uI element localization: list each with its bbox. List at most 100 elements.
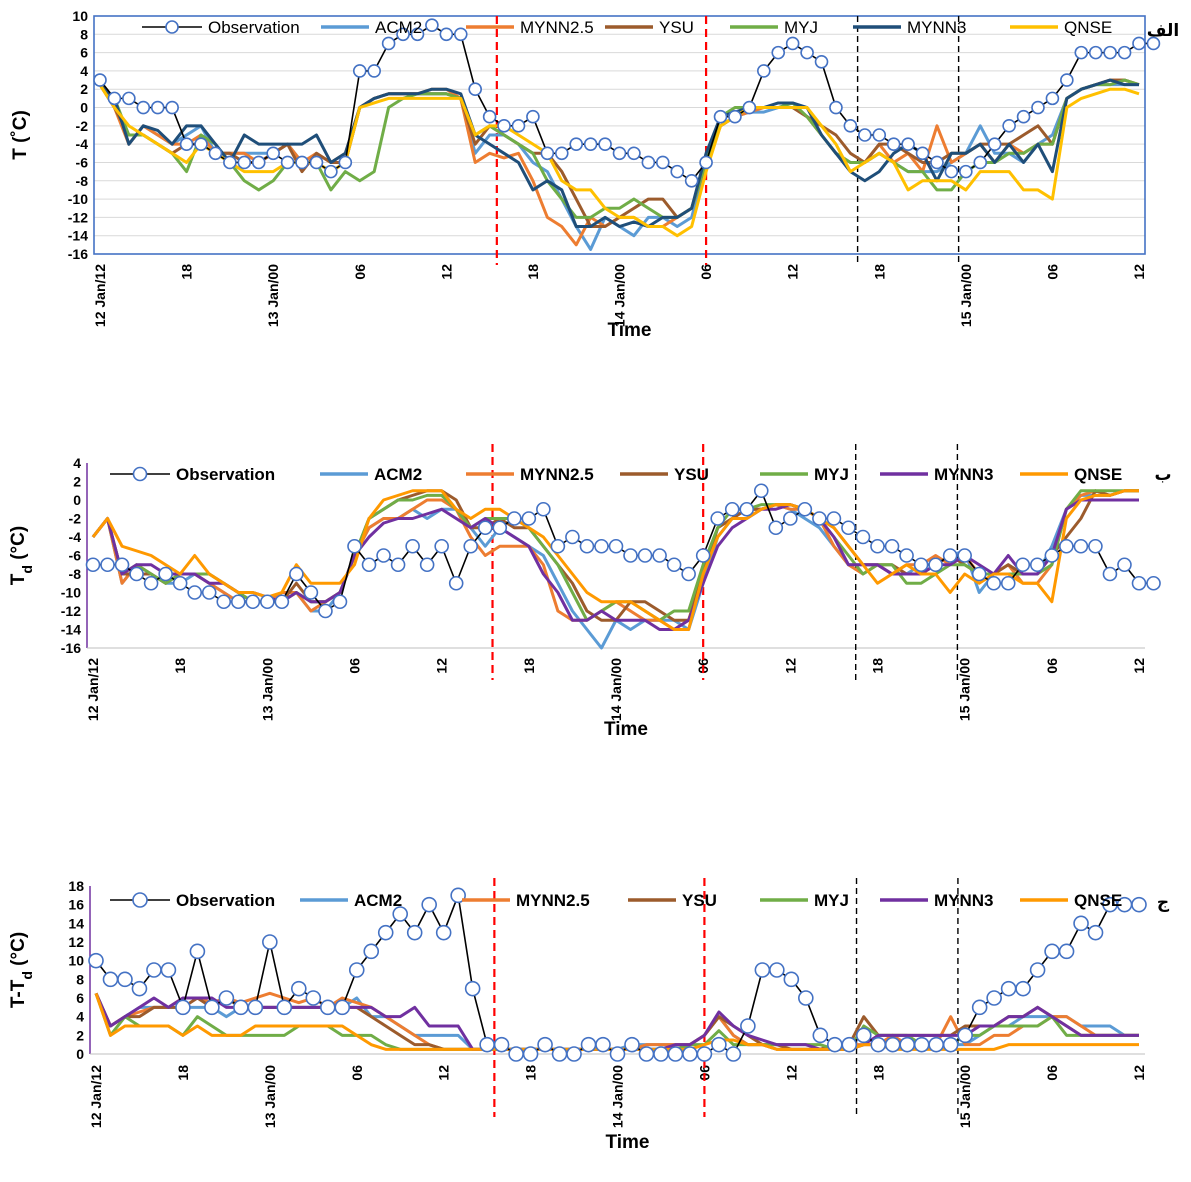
observation-point	[641, 155, 656, 170]
observation-point	[88, 952, 104, 969]
observation-point	[1146, 36, 1161, 51]
observation-point	[260, 594, 275, 610]
legend-label: MYNN2.5	[520, 465, 594, 484]
observation-point	[624, 1036, 640, 1053]
observation-point	[419, 557, 435, 573]
observation-point	[347, 538, 362, 554]
observation-point	[160, 962, 177, 978]
x-tick-label: 06	[1044, 264, 1060, 280]
observation-point	[783, 971, 800, 988]
observation-point	[769, 962, 785, 978]
series-line-qnse	[91, 489, 1139, 631]
x-tick-label: 06	[1044, 658, 1060, 674]
observation-point	[425, 18, 439, 32]
observation-point	[913, 557, 929, 573]
observation-point	[986, 990, 1002, 1006]
x-tick-label: 18	[525, 264, 541, 280]
observation-point	[309, 155, 324, 170]
observation-point	[583, 137, 598, 151]
y-axis-title: Td (°C)	[8, 526, 35, 585]
observation-point	[493, 1036, 510, 1053]
observation-point	[1015, 980, 1031, 997]
observation-point	[681, 566, 696, 582]
observation-point	[175, 999, 191, 1016]
x-tick-label: 14 Jan/00	[608, 658, 624, 721]
x-tick-label: 06	[1044, 1065, 1060, 1081]
plot-frame	[93, 15, 1146, 255]
observation-point	[93, 73, 107, 87]
observation-point	[421, 896, 437, 913]
observation-point	[390, 557, 406, 573]
observation-point	[237, 155, 252, 170]
observation-point	[742, 100, 757, 115]
observation-point	[1000, 575, 1016, 591]
y-tick-label: 2	[76, 1027, 84, 1043]
legend-label: MYJ	[814, 891, 849, 910]
observation-point	[540, 146, 555, 161]
observation-point	[526, 109, 540, 124]
observation-point	[785, 36, 800, 51]
x-tick-label: 18	[179, 264, 195, 280]
observation-point	[899, 1036, 916, 1053]
observation-point	[434, 538, 449, 554]
observation-point	[595, 1036, 611, 1053]
observation-point	[363, 943, 380, 960]
observation-point	[468, 82, 482, 97]
panel-label: ب	[1154, 465, 1171, 485]
x-tick-label: 12	[436, 1065, 452, 1081]
observation-point	[511, 119, 526, 133]
observation-point	[230, 594, 246, 610]
observation-point	[812, 1027, 829, 1044]
observation-point	[753, 483, 769, 499]
observation-point	[612, 146, 627, 161]
observation-point	[855, 1027, 872, 1044]
observation-point	[208, 146, 223, 161]
observation-point	[187, 585, 202, 600]
observation-point	[508, 1046, 524, 1062]
legend: Observation ACM2 MYNN2.5 YSU MYJ MYNN3 QNSE	[142, 18, 1112, 37]
observation-point	[1088, 45, 1103, 60]
observation-point	[1031, 100, 1045, 115]
observation-point	[479, 1036, 495, 1053]
observation-point	[348, 962, 365, 978]
observation-point	[594, 538, 609, 554]
series-line-qnse	[98, 83, 1140, 238]
x-tick-label: 18	[521, 658, 537, 674]
observation-point	[580, 1036, 597, 1053]
observation-point	[507, 511, 522, 526]
observation-point	[1002, 119, 1016, 133]
observation-point	[609, 1046, 626, 1062]
observation-point	[85, 557, 101, 573]
observation-point	[439, 27, 454, 42]
observation-point	[565, 529, 580, 545]
observation-point	[696, 1046, 713, 1062]
x-tick-label: 15 Jan/00	[958, 264, 974, 327]
observation-point	[381, 36, 396, 51]
observation-point	[305, 990, 322, 1006]
y-tick-label: 6	[80, 45, 88, 61]
observation-point	[114, 557, 130, 573]
observation-point	[1016, 109, 1031, 124]
y-tick-label: 6	[76, 990, 84, 1006]
observation-point	[405, 538, 420, 554]
observation-point	[266, 146, 280, 161]
y-tick-label: 2	[80, 81, 88, 97]
observation-point	[841, 520, 856, 536]
observation-point	[117, 971, 133, 988]
observation-point	[886, 137, 901, 151]
observation-point	[1102, 566, 1118, 582]
observation-point	[406, 924, 423, 941]
observation-point	[1131, 575, 1147, 591]
observation-point	[251, 155, 266, 170]
x-tick-label: 18	[523, 1065, 539, 1081]
observation-point	[623, 548, 638, 563]
observation-point	[1117, 557, 1132, 573]
y-tick-label: -8	[76, 173, 89, 189]
observation-point	[319, 999, 336, 1016]
observation-point	[655, 155, 670, 170]
observation-point	[858, 128, 872, 142]
observation-point	[361, 557, 377, 573]
observation-point	[179, 137, 194, 151]
observation-point	[463, 538, 479, 554]
y-tick-label: 4	[80, 63, 88, 79]
